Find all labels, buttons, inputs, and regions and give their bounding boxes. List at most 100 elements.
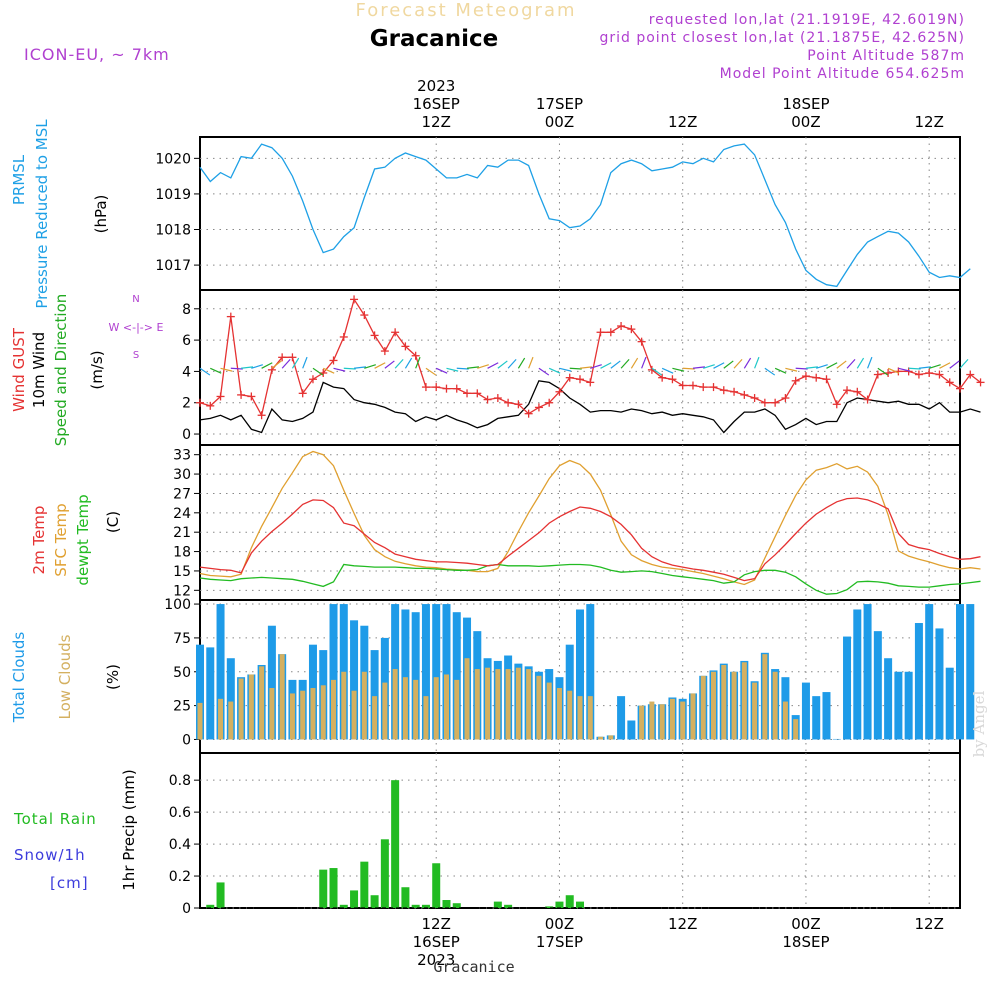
- wind-gust-marker: [812, 373, 821, 382]
- wind-gust-marker: [247, 392, 256, 401]
- wind-gust-marker: [483, 395, 492, 404]
- wind-gust-marker: [267, 365, 276, 374]
- low-clouds-bar: [505, 669, 511, 740]
- wind-gust-marker: [832, 400, 841, 409]
- wind-gust-marker: [843, 386, 852, 395]
- low-clouds-bar: [197, 702, 203, 740]
- total-clouds-bar: [904, 671, 913, 740]
- low-clouds-bar: [320, 685, 326, 740]
- wind-gust-marker: [401, 342, 410, 351]
- top-time-label: 2023: [417, 77, 455, 95]
- wind-direction-arrow: [805, 366, 818, 369]
- wind-direction-arrow: [343, 367, 356, 370]
- total-clouds-bar: [411, 612, 420, 740]
- wind-gust-marker: [956, 384, 964, 393]
- low-clouds-bar: [598, 736, 604, 740]
- wind-gust-marker: [750, 394, 759, 403]
- rain-bar: [411, 904, 420, 908]
- wind-direction-arrow: [641, 356, 647, 369]
- wind-direction-arrow: [826, 362, 838, 369]
- wind-gust-marker: [206, 401, 215, 410]
- wind-direction-arrow: [220, 367, 233, 372]
- wind-direction-arrow: [517, 357, 526, 369]
- low-clouds-bar: [228, 701, 234, 740]
- bottom-time-label: 00Z: [545, 915, 574, 933]
- wind-ytick-label: 0: [182, 427, 191, 443]
- wind-direction-arrow: [312, 367, 324, 376]
- rain-bar: [442, 900, 451, 908]
- low-clouds-bar: [238, 678, 244, 740]
- wind-gust-marker: [278, 353, 287, 362]
- total-clouds-bar: [329, 604, 338, 740]
- wind-gust-marker: [791, 376, 800, 385]
- temperature-ytick-label: 12: [173, 583, 191, 599]
- pressure-label-prmsl: PRMSL: [10, 154, 28, 205]
- wind-direction-arrow: [630, 357, 639, 369]
- total-clouds-bar: [914, 623, 923, 740]
- wind-gust-marker: [380, 347, 389, 356]
- clouds-ytick-label: 75: [173, 631, 191, 647]
- total-clouds-bar: [267, 625, 276, 740]
- low-clouds-bar: [310, 688, 316, 740]
- wind-gust-marker: [442, 384, 451, 393]
- wind-gust-marker: [925, 368, 934, 377]
- wind-direction-arrow: [466, 366, 480, 369]
- wind-gust-marker: [606, 328, 615, 337]
- rain-bar: [380, 839, 389, 908]
- precip-unit: 1hr Precip (mm): [120, 769, 138, 890]
- total-clouds-bar: [432, 604, 441, 740]
- wind-gust-marker: [863, 395, 872, 404]
- wind-frame: [199, 289, 961, 446]
- wind-direction-arrow: [394, 358, 404, 369]
- low-clouds-bar: [639, 705, 645, 740]
- temp-unit: (C): [104, 511, 122, 533]
- wind-direction-arrow: [548, 367, 561, 374]
- rain-bar: [401, 887, 410, 908]
- wind-ytick-label: 4: [182, 364, 191, 380]
- bottom-time-label: 18SEP: [782, 933, 829, 951]
- wind-direction-arrow: [241, 366, 254, 369]
- total-clouds-bar: [863, 604, 872, 740]
- bottom-time-label: 12Z: [668, 915, 697, 933]
- wind-gust-marker: [801, 372, 810, 381]
- wind-direction-arrow: [733, 358, 743, 369]
- total-clouds-bar: [370, 650, 379, 740]
- top-time-label: 00Z: [791, 113, 820, 131]
- point-altitude-label: Point Altitude 587m: [807, 48, 965, 64]
- bottom-time-label: 12Z: [422, 915, 451, 933]
- low-clouds-bar: [762, 654, 768, 740]
- precip-ytick-label: 0.8: [169, 773, 191, 789]
- wind-gust-marker: [586, 378, 595, 387]
- wind-direction-arrow: [199, 367, 211, 376]
- wind-direction-arrow: [507, 358, 517, 369]
- precip-ytick-label: 0.6: [169, 805, 191, 821]
- wind-gust-marker: [668, 375, 677, 384]
- wind-direction-arrow: [538, 367, 550, 376]
- wind-gust-marker: [709, 383, 718, 392]
- rain-bar: [565, 895, 574, 908]
- low-clouds-bar: [269, 688, 275, 740]
- pressure-line: [199, 143, 971, 288]
- wind-gust-marker: [760, 398, 769, 407]
- model-label: ICON-EU, ~ 7km: [24, 45, 170, 64]
- wind-gust-marker: [627, 325, 636, 334]
- wind-direction-arrow: [497, 360, 508, 369]
- total-clouds-bar: [894, 671, 903, 740]
- wind-gust-marker: [237, 390, 246, 399]
- wind-gust-marker: [298, 389, 307, 398]
- wind-gust-marker: [524, 409, 533, 418]
- low-clouds-bar: [700, 675, 706, 740]
- low-clouds-bar: [567, 690, 573, 740]
- wind-gust-marker: [329, 356, 338, 365]
- low-clouds-bar: [300, 690, 306, 740]
- wind-direction-arrow: [384, 360, 395, 369]
- total-clouds-bar: [843, 636, 852, 740]
- wind-gust-marker: [730, 387, 739, 396]
- requested-point-label: requested lon,lat (21.1919E, 42.6019N): [649, 12, 965, 28]
- low-clouds-bar: [259, 666, 265, 740]
- bottom-time-label: 12Z: [915, 915, 944, 933]
- wind-direction-arrow: [271, 360, 282, 369]
- total-clouds-bar: [442, 604, 451, 740]
- wind-gust-marker: [914, 370, 923, 379]
- pressure-ytick-label: 1019: [155, 187, 191, 203]
